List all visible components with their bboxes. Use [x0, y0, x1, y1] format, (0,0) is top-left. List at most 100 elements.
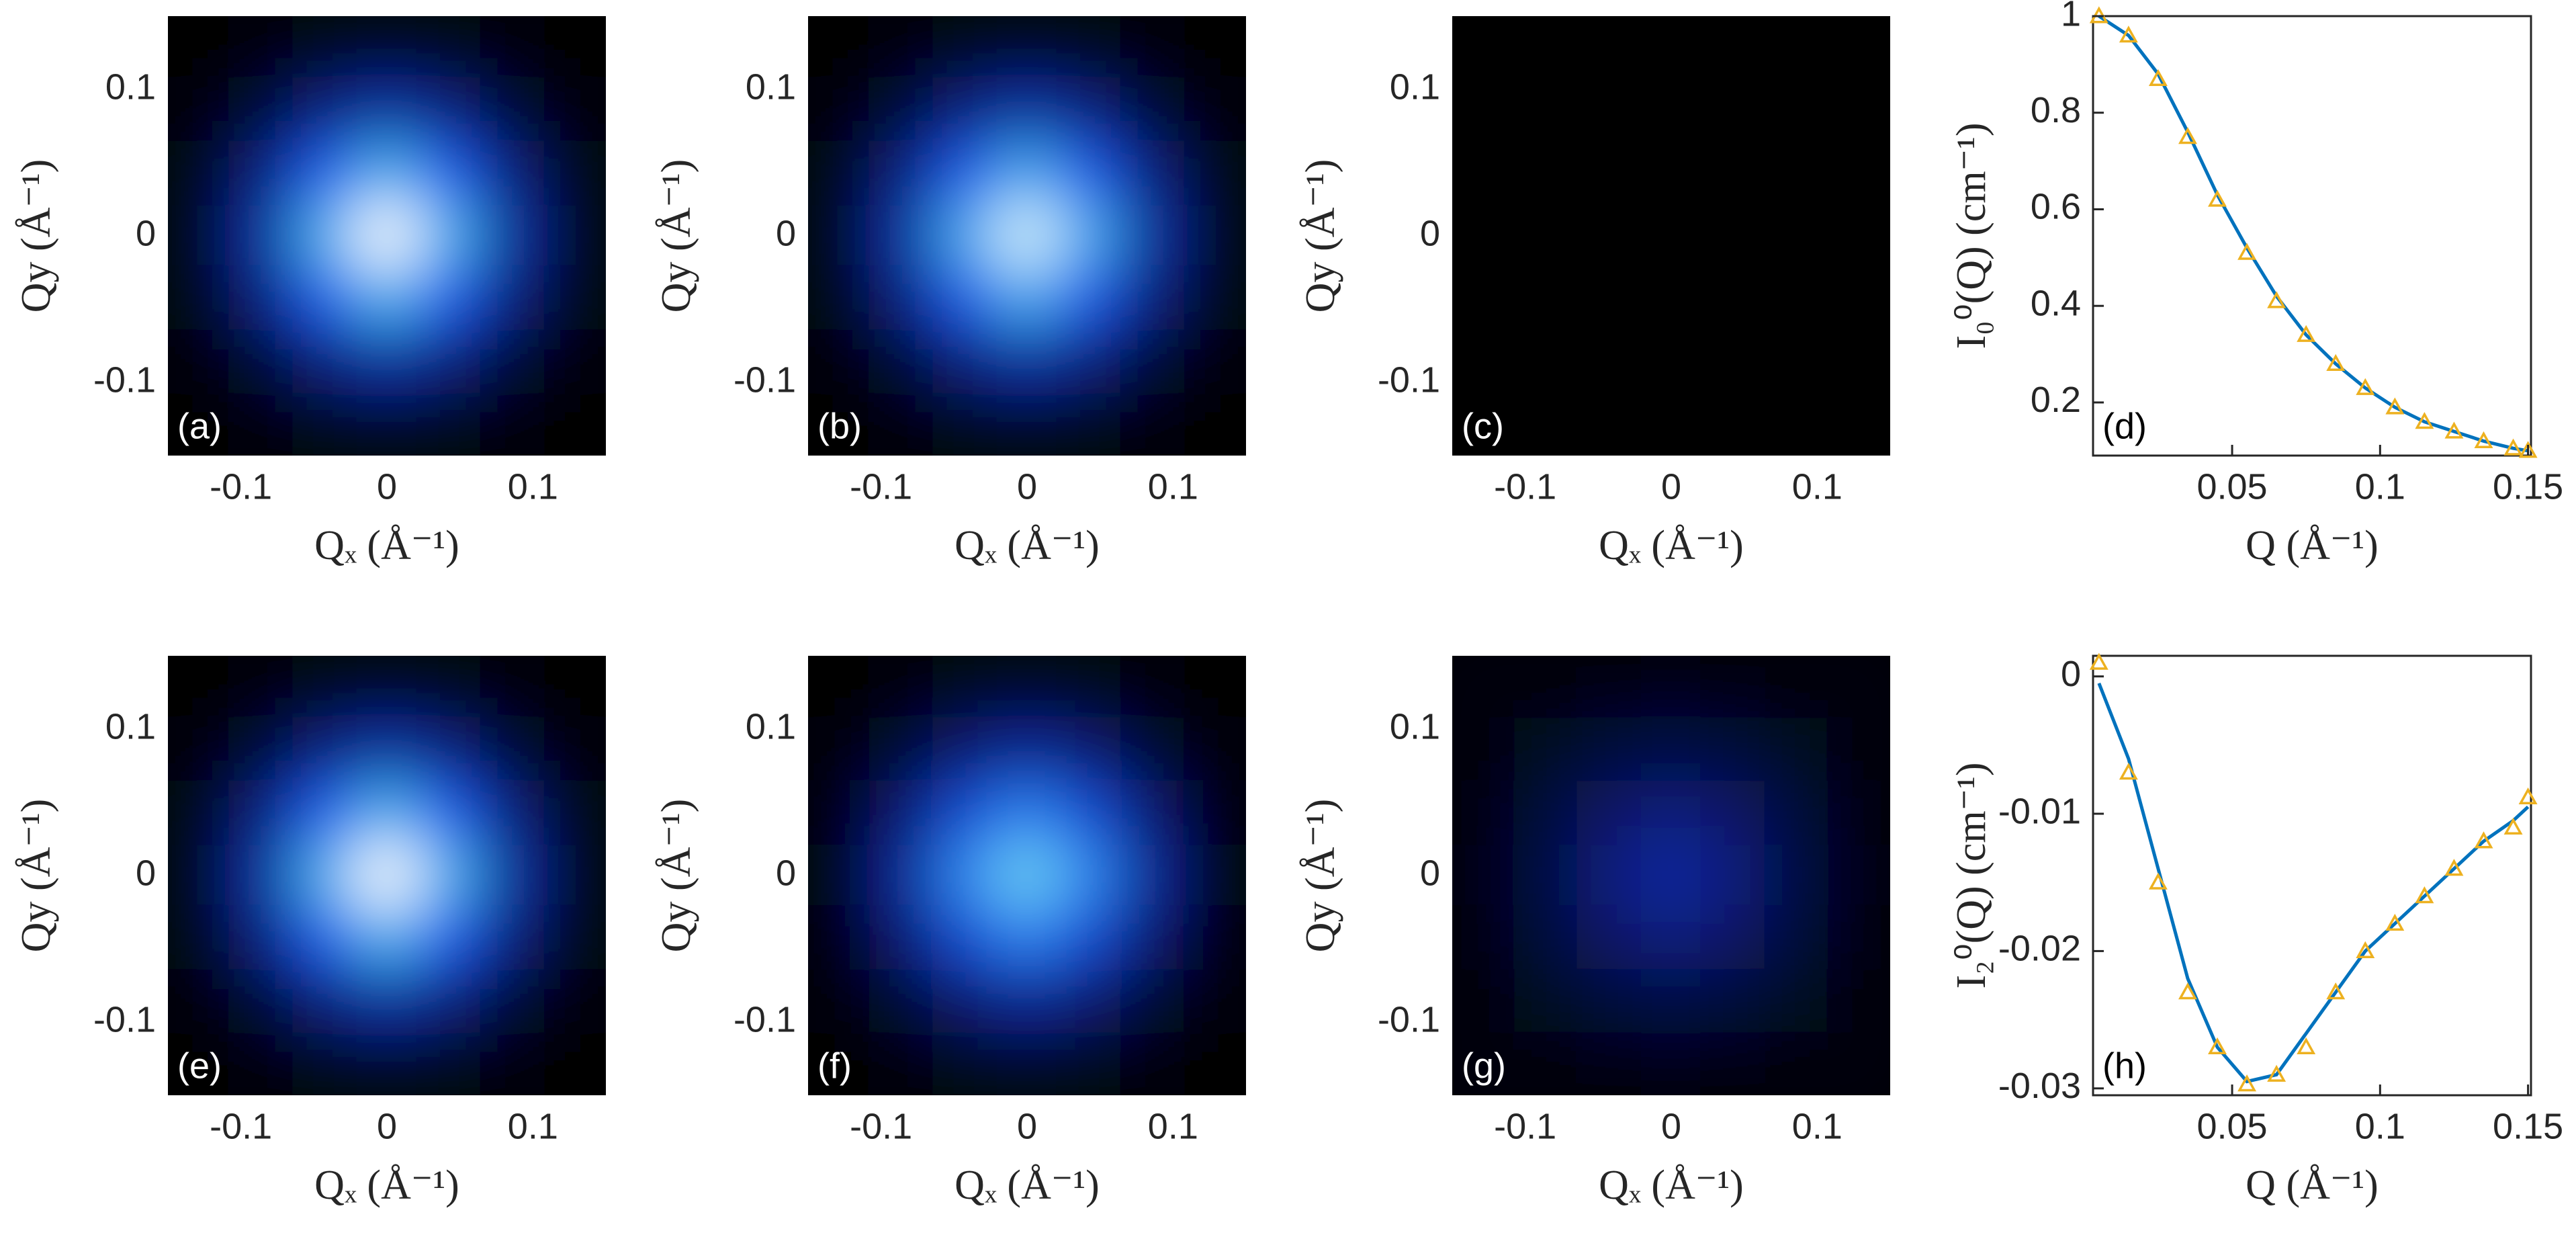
heatmap-cell: [808, 78, 872, 142]
heatmap-cell: [808, 204, 872, 268]
data-marker: [2178, 982, 2197, 1000]
heatmap-cell: [1057, 204, 1122, 268]
heatmap-cell: [355, 843, 419, 908]
heatmap-cell: [292, 656, 357, 720]
panel-label: (c): [1462, 406, 1504, 446]
heatmap-cell: [995, 140, 1059, 206]
heatmap-cells: [168, 16, 606, 456]
heatmap-cell: [1120, 78, 1184, 142]
heatmap-cell: [870, 780, 934, 845]
heatmap-cell: [932, 656, 997, 720]
heatmap-cell: [230, 140, 294, 206]
heatmap-cell: [1639, 718, 1703, 782]
heatmap-cell: [292, 204, 357, 268]
heatmap-cell: [1639, 140, 1703, 206]
x-tick-label: 0: [1017, 1106, 1037, 1146]
heatmap-cell: [1701, 843, 1766, 908]
heatmap-cell: [542, 78, 606, 142]
heatmap-cell: [1057, 1031, 1122, 1095]
heatmap-cell: [1826, 969, 1890, 1033]
panel-label: (h): [2102, 1046, 2147, 1086]
data-marker: [2297, 1037, 2316, 1055]
data-marker: [2518, 441, 2538, 458]
heatmap-cell: [1701, 656, 1766, 720]
heatmap-cell: [808, 843, 872, 908]
heatmap-cell: [1452, 843, 1516, 908]
heatmap-cell: [870, 656, 934, 720]
heatmap-cell: [1701, 906, 1766, 971]
data-marker: [2474, 431, 2493, 448]
x-axis-label: Qₓ (Å⁻¹): [954, 523, 1100, 568]
heatmap-cell: [1182, 906, 1246, 971]
heatmap-cell: [1514, 906, 1579, 971]
heatmap-cell: [1826, 140, 1890, 206]
y-tick-label: 0.1: [105, 706, 156, 747]
data-marker: [2208, 1037, 2227, 1055]
data-marker: [2237, 1074, 2257, 1092]
x-tick-label: 0.1: [2355, 1106, 2405, 1146]
heatmap-cell: [1182, 16, 1246, 80]
heatmap-cell: [1057, 140, 1122, 206]
heatmap-cell: [417, 656, 482, 720]
heatmap-cell: [1576, 1031, 1641, 1095]
heatmap-cell: [1182, 329, 1246, 394]
heatmap-cell: [932, 329, 997, 394]
heatmap-cell: [808, 906, 872, 971]
heatmap-cell: [1826, 266, 1890, 331]
heatmap-cell: [1701, 78, 1766, 142]
heatmap-cell: [417, 392, 482, 456]
heatmap-cell: [1182, 392, 1246, 456]
x-tick-label: 0: [1661, 466, 1681, 507]
data-marker: [2415, 412, 2434, 429]
data-marker: [2208, 189, 2227, 207]
heatmap-cell: [1639, 329, 1703, 394]
heatmap-cell: [1639, 906, 1703, 971]
y-tick-label: 0.1: [746, 67, 796, 107]
x-tick-label: 0.1: [1148, 466, 1198, 507]
heatmap-cell: [995, 329, 1059, 394]
heatmap-cell: [292, 718, 357, 782]
heatmap-cell: [1057, 266, 1122, 331]
heatmap-cell: [1452, 204, 1516, 268]
heatmap-cell: [1826, 392, 1890, 456]
heatmap-cell: [292, 1031, 357, 1095]
heatmap-cell: [168, 204, 232, 268]
heatmap-cells: [168, 656, 606, 1095]
heatmap-cell: [542, 906, 606, 971]
heatmap-cell: [1764, 780, 1828, 845]
heatmap-cell: [932, 392, 997, 456]
heatmap-cell: [168, 843, 232, 908]
heatmap-cell: [870, 16, 934, 80]
heatmap-cell: [1120, 16, 1184, 80]
heatmap-cell: [1514, 1031, 1579, 1095]
heatmap-cell: [1452, 718, 1516, 782]
heatmap-cell: [168, 16, 232, 80]
heatmap-cell: [417, 78, 482, 142]
heatmap-cell: [1701, 392, 1766, 456]
heatmap-cell: [1576, 718, 1641, 782]
heatmap-cell: [1576, 266, 1641, 331]
panel: -0.1 0 0.1 -0.1 0 0.1 Qₓ (Å⁻¹) Qy (Å⁻¹) (c): [1298, 16, 1890, 568]
y-tick-label: -0.1: [1378, 999, 1440, 1039]
fit-line: [2098, 14, 2528, 453]
heatmap-cell: [480, 718, 544, 782]
data-marker: [2326, 353, 2346, 372]
heatmap-cell: [1514, 266, 1579, 331]
y-axis-label: I₂⁰(Q) (cm⁻¹): [1949, 762, 1994, 988]
x-axis-label: Qₓ (Å⁻¹): [314, 1162, 459, 1208]
heatmap-cell: [1764, 1031, 1828, 1095]
heatmap-cell: [870, 140, 934, 206]
heatmap-cell: [1182, 656, 1246, 720]
heatmap-cells: [808, 656, 1246, 1095]
heatmap-cell: [417, 1031, 482, 1095]
y-tick-label: 0: [136, 213, 156, 253]
heatmap-cell: [1764, 204, 1828, 268]
heatmap-cell: [355, 78, 419, 142]
heatmap-cell: [542, 718, 606, 782]
data-marker: [2385, 913, 2405, 931]
panel-label: (f): [817, 1046, 852, 1086]
heatmap-cell: [1701, 16, 1766, 80]
heatmap-cell: [542, 780, 606, 845]
heatmap-cell: [542, 16, 606, 80]
